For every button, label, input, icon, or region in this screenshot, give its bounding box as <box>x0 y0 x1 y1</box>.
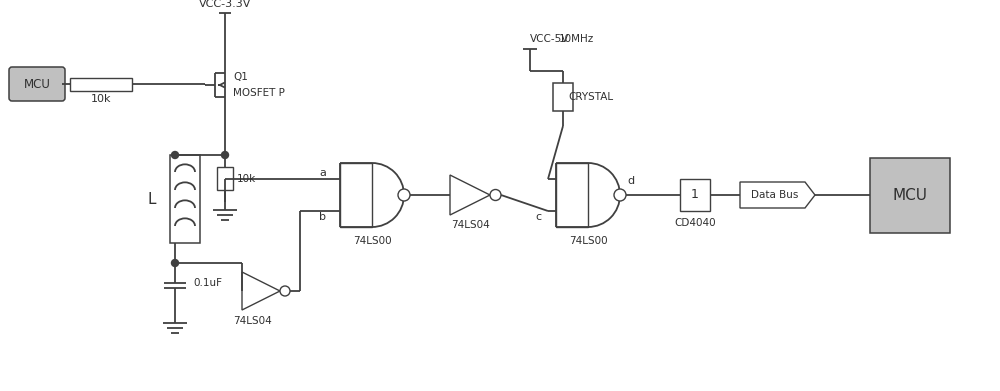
Polygon shape <box>242 272 280 310</box>
Text: 74LS04: 74LS04 <box>451 220 489 230</box>
Text: CD4040: CD4040 <box>674 218 716 228</box>
Text: 10k: 10k <box>237 174 256 183</box>
Circle shape <box>398 189 410 201</box>
Bar <box>556 163 588 227</box>
Text: CRYSTAL: CRYSTAL <box>568 92 613 102</box>
Circle shape <box>490 190 501 201</box>
Bar <box>680 179 710 211</box>
Text: d: d <box>627 176 635 186</box>
Circle shape <box>172 151 178 158</box>
Bar <box>70 77 132 90</box>
Circle shape <box>614 189 626 201</box>
Text: L: L <box>148 192 156 206</box>
Text: Q1: Q1 <box>233 72 248 82</box>
Circle shape <box>172 260 178 267</box>
Text: 0.1uF: 0.1uF <box>193 278 222 288</box>
Polygon shape <box>740 182 815 208</box>
Text: 74LS00: 74LS00 <box>569 236 607 246</box>
Bar <box>340 163 372 227</box>
Circle shape <box>280 286 290 296</box>
Text: 74LS00: 74LS00 <box>353 236 391 246</box>
Text: a: a <box>319 168 326 178</box>
Text: MCU: MCU <box>893 188 928 203</box>
Bar <box>870 158 950 233</box>
Text: MCU: MCU <box>24 77 50 90</box>
Text: 10k: 10k <box>91 93 111 104</box>
Text: Data Bus: Data Bus <box>751 190 799 200</box>
Bar <box>217 167 233 190</box>
Text: 1: 1 <box>691 188 699 201</box>
Text: MOSFET P: MOSFET P <box>233 88 285 98</box>
Bar <box>553 83 573 111</box>
Text: c: c <box>536 212 542 222</box>
Text: b: b <box>319 212 326 222</box>
Text: VCC-3.3V: VCC-3.3V <box>199 0 251 9</box>
Circle shape <box>222 151 228 158</box>
Text: 10MHz: 10MHz <box>558 34 594 44</box>
FancyBboxPatch shape <box>9 67 65 101</box>
Bar <box>170 155 200 243</box>
Polygon shape <box>450 175 490 215</box>
Text: VCC-5V: VCC-5V <box>530 34 569 44</box>
Text: 74LS04: 74LS04 <box>233 316 271 326</box>
